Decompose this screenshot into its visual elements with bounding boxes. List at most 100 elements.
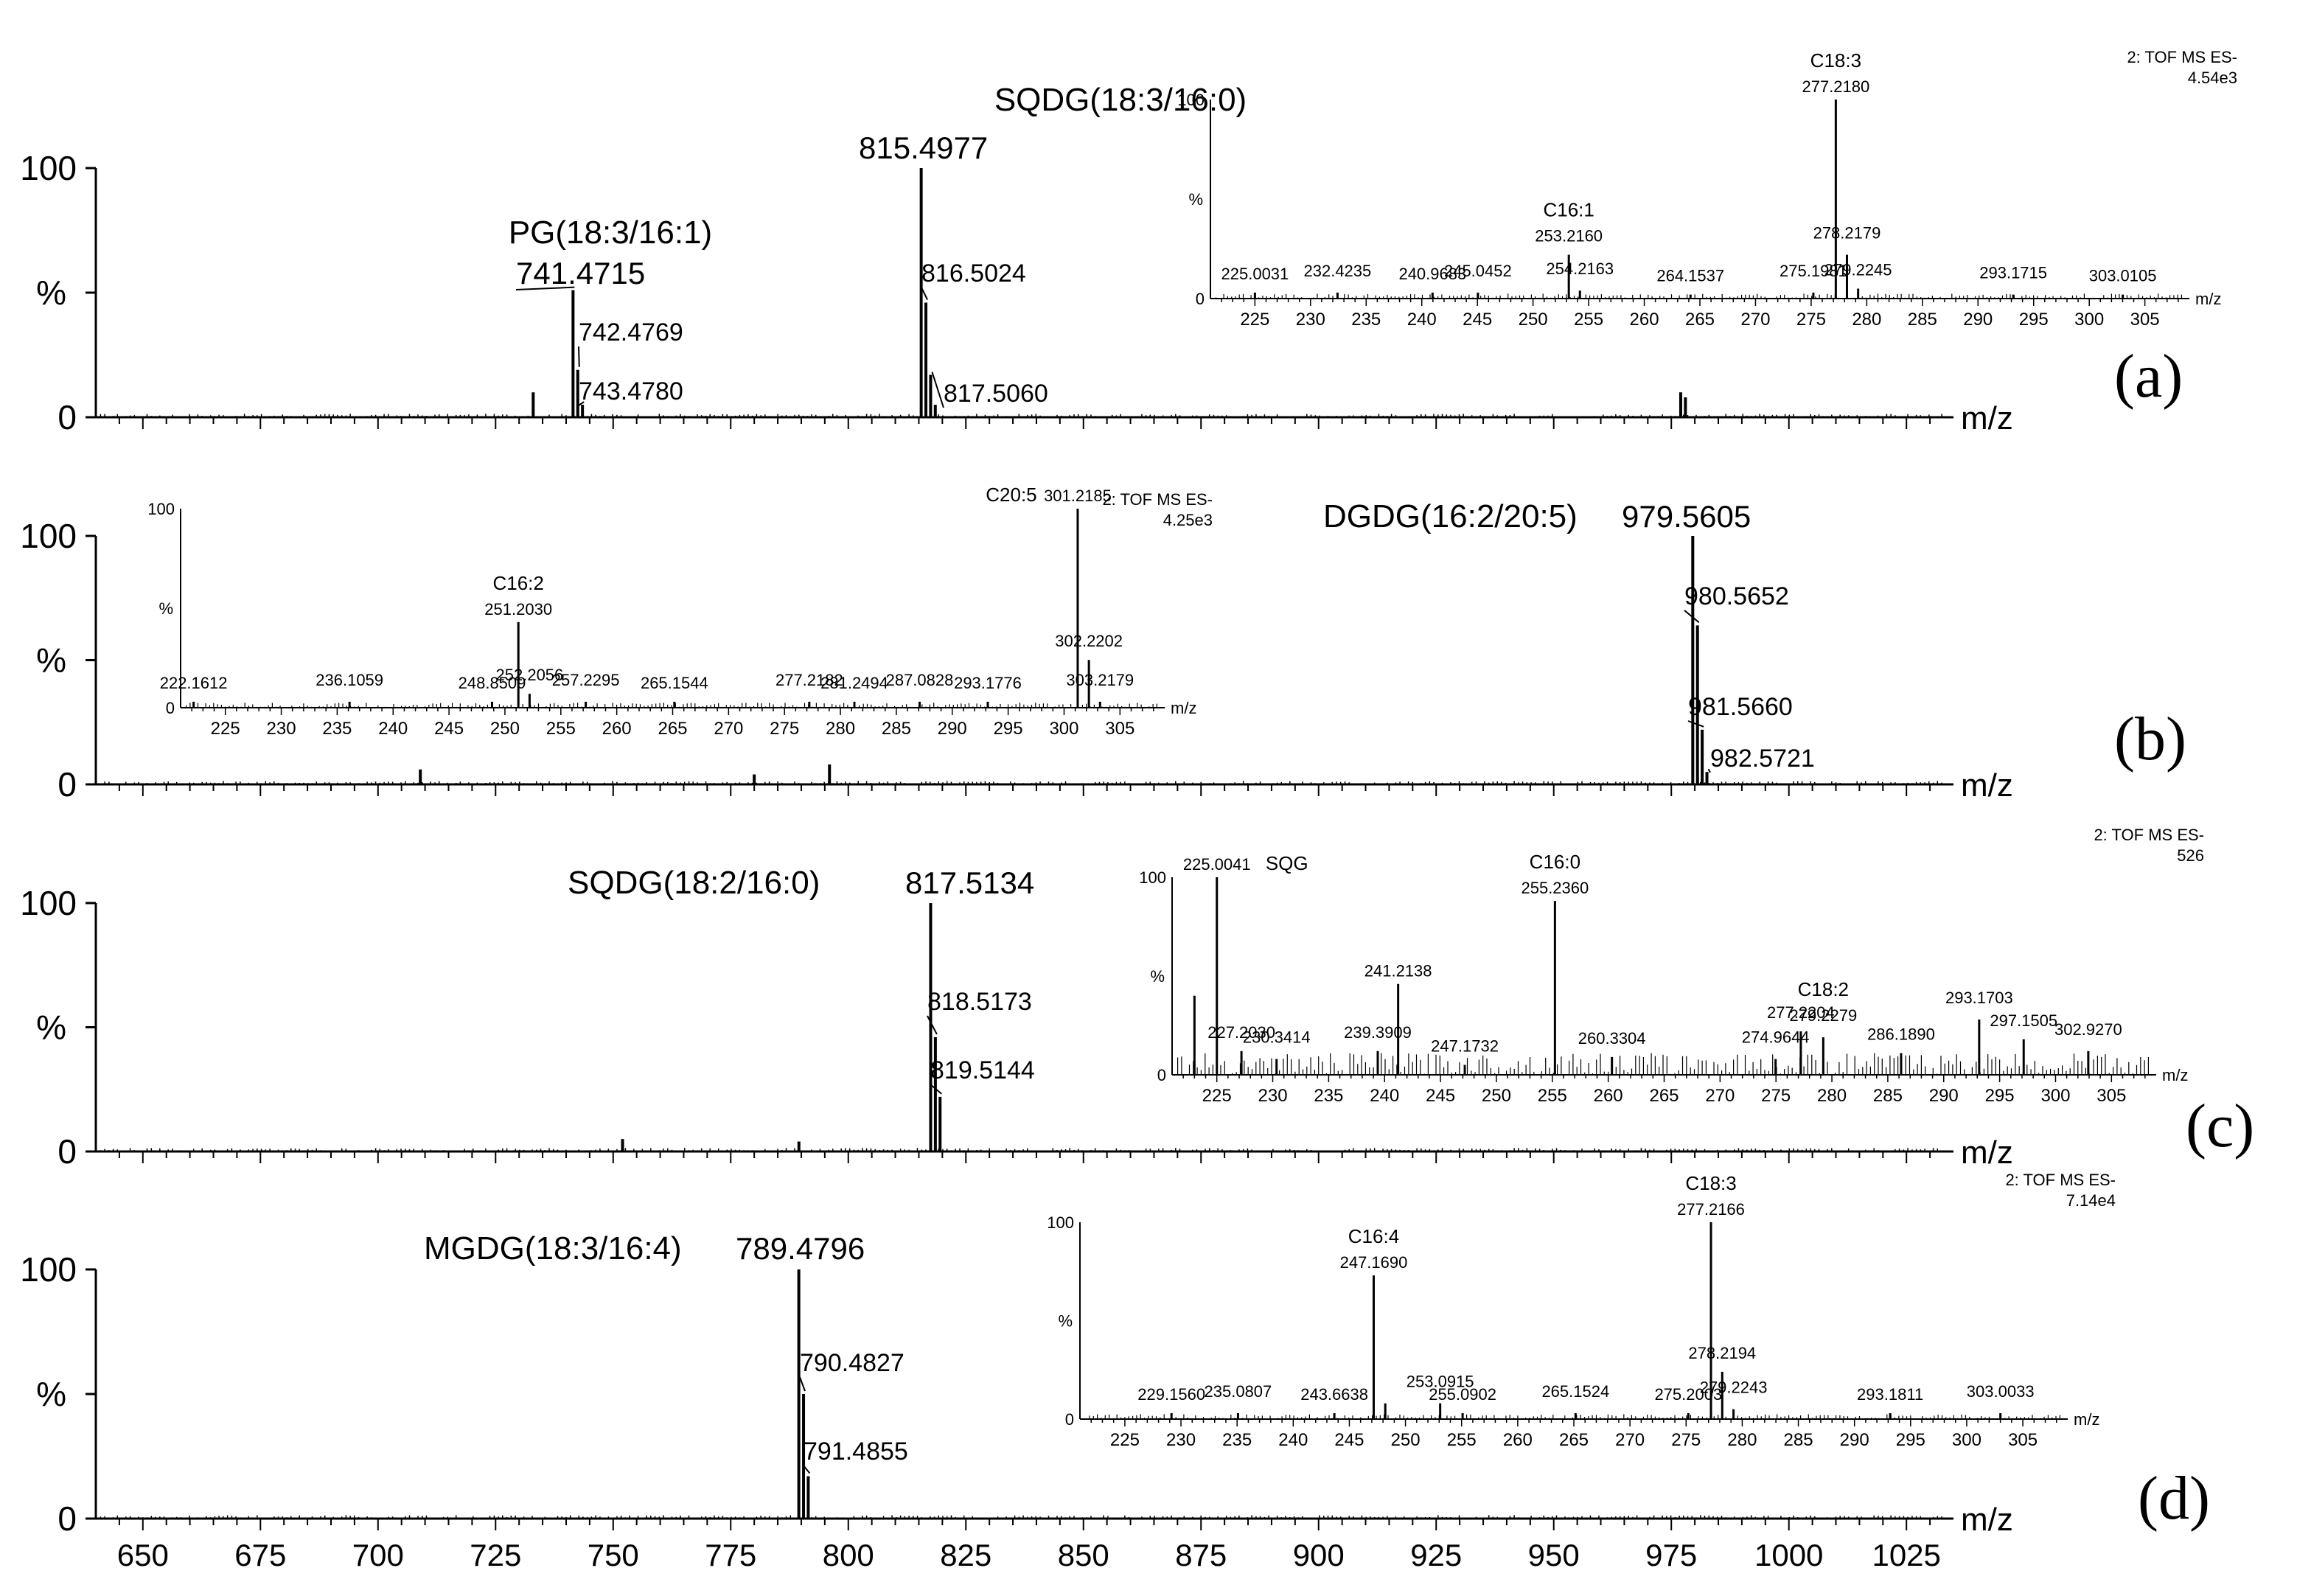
inset-x-tick-label: 275 — [1761, 1086, 1791, 1106]
inset-peak-label: 260.3304 — [1578, 1029, 1646, 1048]
inset-peak-label: 302.2202 — [1055, 632, 1123, 650]
x-tick-label: 875 — [1175, 1538, 1227, 1572]
y-axis-label: % — [36, 1375, 66, 1413]
inset-x-tick-label: 300 — [1952, 1430, 1981, 1450]
inset-peak-label: 248.8509 — [459, 674, 526, 692]
peak-label: 741.4715 — [516, 256, 645, 290]
inset-peak-label: 255.0902 — [1429, 1385, 1496, 1404]
peak-label: 982.5721 — [1710, 745, 1815, 773]
peak-leader — [931, 372, 944, 408]
inset-x-tick-label: 255 — [1574, 310, 1603, 330]
inset-peak-label: 303.0033 — [1967, 1382, 2035, 1401]
inset-x-tick-label: 240 — [1278, 1430, 1308, 1450]
inset-x-tick-label: 260 — [602, 719, 632, 739]
inset-x-tick-label: 295 — [1985, 1086, 2015, 1106]
panel-1: 100 0% m/z 979.5605 980.5652 981.5660 982.5721… — [20, 498, 2186, 804]
inset-group-label: C20:5 — [986, 484, 1036, 506]
y-tick-label: 0 — [57, 398, 77, 436]
inset-x-tick-label: 260 — [1630, 310, 1659, 330]
y-tick-label: 100 — [20, 884, 77, 922]
inset-peak-label: 277.2180 — [1802, 77, 1869, 96]
inset-x-tick-label: 305 — [2008, 1430, 2038, 1450]
inset-x-tick-label: 240 — [378, 719, 408, 739]
x-tick-label: 900 — [1293, 1538, 1345, 1572]
inset-peak-label: 227.2030 — [1207, 1023, 1275, 1042]
peak-label: 981.5660 — [1688, 693, 1793, 721]
panel-letter: (c) — [2186, 1092, 2254, 1160]
panel-3: 1000%650 675 700 725 750 775 800 825 850 875 900 92… — [20, 1230, 2210, 1572]
compound-label: SQDG(18:3/16:0) — [994, 82, 1247, 118]
x-tick-label: 950 — [1528, 1538, 1580, 1572]
inset-peak-label: 277.2166 — [1677, 1200, 1745, 1219]
peak-label: 743.4780 — [579, 377, 683, 405]
x-tick-label: 725 — [470, 1538, 521, 1572]
inset-x-tick-label: 280 — [1852, 310, 1881, 330]
x-tick-label: 925 — [1410, 1538, 1462, 1572]
inset-peak-label: 293.1811 — [1857, 1385, 1923, 1404]
inset-x-tick-label: 285 — [1784, 1430, 1813, 1450]
inset-x-tick-label: 295 — [1896, 1430, 1925, 1450]
inset-peak-label: 247.1690 — [1340, 1253, 1408, 1272]
inset-group-label: C16:1 — [1543, 199, 1594, 221]
inset-peak-label: 278.2194 — [1688, 1344, 1756, 1362]
peak-leader — [1687, 720, 1704, 728]
inset-y-tick-label: 100 — [1177, 91, 1205, 109]
inset-peak-label: 303.2179 — [1066, 671, 1134, 689]
x-tick-label: 675 — [234, 1538, 286, 1572]
inset-x-axis-label: m/z — [1171, 699, 1196, 717]
baseline-noise — [100, 1515, 1942, 1519]
inset-x-tick-label: 250 — [1391, 1430, 1421, 1450]
x-tick-label: 775 — [705, 1538, 756, 1572]
panel-0: 100 0% m/z 741.4715 742.4769 743.4780 815.4977… — [20, 82, 2183, 436]
inset-noise — [1177, 1053, 2149, 1075]
inset-x-tick-label: 295 — [994, 719, 1023, 739]
inset-x-tick-label: 265 — [1685, 310, 1715, 330]
peak-label: 817.5134 — [905, 865, 1034, 900]
inset-peak-label: 232.4235 — [1304, 262, 1372, 280]
compound-label: MGDG(18:3/16:4) — [424, 1230, 682, 1266]
inset-scale: 7.14e4 — [2066, 1191, 2116, 1210]
inset-peak-label: 243.6638 — [1300, 1385, 1368, 1404]
inset-peak-label: 279.2279 — [1789, 1006, 1857, 1025]
inset-x-tick-label: 270 — [1740, 310, 1770, 330]
inset-x-tick-label: 265 — [1559, 1430, 1589, 1450]
inset-x-tick-label: 230 — [1258, 1086, 1288, 1106]
inset-x-tick-label: 280 — [1817, 1086, 1847, 1106]
peak-leader — [515, 286, 575, 290]
inset-x-tick-label: 240 — [1407, 310, 1437, 330]
inset-x-axis-label: m/z — [2162, 1066, 2188, 1084]
y-tick-label: 0 — [57, 1132, 77, 1171]
inset-peak-label: 286.1890 — [1867, 1025, 1935, 1044]
compound-label: SQDG(18:2/16:0) — [568, 865, 820, 901]
inset-x-tick-label: 285 — [1873, 1086, 1903, 1106]
peak-leader — [930, 1084, 942, 1095]
inset-peak-label: 293.1776 — [954, 674, 1022, 692]
panel-letter: (a) — [2114, 342, 2183, 411]
x-tick-label: 825 — [940, 1538, 991, 1572]
inset-y-axis-label: % — [1058, 1312, 1073, 1331]
inset-peak-label: 293.1703 — [1945, 989, 2013, 1007]
inset-peak-label: 225.0041 — [1183, 855, 1251, 874]
peak-label: 980.5652 — [1684, 582, 1789, 610]
inset-3: 100 0% m/z 225 230 235 240 245 250 255 260 265 270 27… — [1047, 1171, 2116, 1450]
compound-label: DGDG(16:2/20:5) — [1323, 498, 1578, 534]
inset-peak-label: 274.9644 — [1742, 1028, 1810, 1047]
peak-leader — [921, 287, 928, 300]
inset-peak-label: 301.2185 — [1044, 487, 1112, 505]
inset-y-axis-label: % — [1188, 190, 1203, 209]
inset-peak-label: 245.0452 — [1444, 262, 1512, 280]
peak-label: 816.5024 — [921, 259, 1026, 288]
inset-peak-label: 257.2295 — [552, 671, 620, 689]
inset-x-tick-label: 270 — [1705, 1086, 1735, 1106]
inset-x-tick-label: 230 — [267, 719, 296, 739]
inset-x-tick-label: 225 — [1240, 310, 1269, 330]
inset-peak-label: 230.3414 — [1243, 1028, 1311, 1047]
inset-x-tick-label: 235 — [1222, 1430, 1252, 1450]
inset-peak-label: 255.2360 — [1521, 879, 1589, 897]
inset-y-tick-label: 100 — [1139, 868, 1166, 887]
inset-scale: 4.25e3 — [1163, 511, 1213, 529]
inset-x-tick-label: 225 — [1202, 1086, 1232, 1106]
inset-x-tick-label: 230 — [1296, 310, 1325, 330]
inset-scale: 526 — [2177, 846, 2204, 865]
